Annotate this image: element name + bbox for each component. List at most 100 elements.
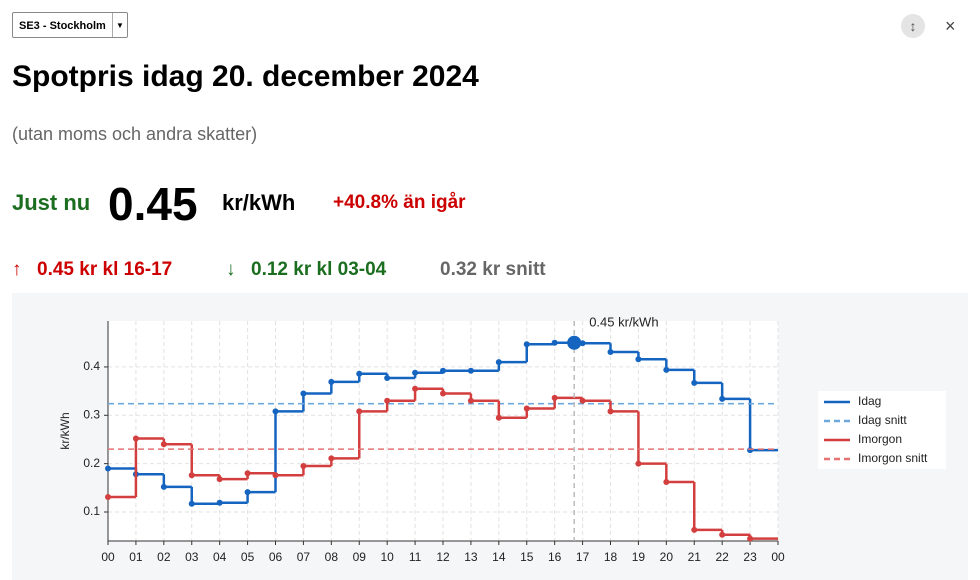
point bbox=[412, 385, 419, 392]
point bbox=[523, 405, 530, 412]
resize-button[interactable]: ↕ bbox=[901, 14, 925, 38]
point bbox=[719, 395, 726, 402]
point bbox=[216, 499, 223, 506]
x-tick-label: 03 bbox=[185, 550, 199, 564]
x-tick-label: 00 bbox=[101, 550, 115, 564]
point bbox=[523, 341, 530, 348]
point bbox=[384, 397, 391, 404]
region-select[interactable]: SE3 - Stockholm ▼ bbox=[12, 12, 128, 38]
point bbox=[384, 375, 391, 382]
point bbox=[747, 535, 754, 542]
x-tick-label: 16 bbox=[548, 550, 562, 564]
point bbox=[691, 526, 698, 533]
x-tick-label: 06 bbox=[269, 550, 283, 564]
point bbox=[300, 390, 307, 397]
subtitle: (utan moms och andra skatter) bbox=[12, 124, 258, 144]
point bbox=[412, 369, 419, 376]
point bbox=[300, 463, 307, 470]
point bbox=[244, 489, 251, 496]
title: Spotpris idag 20. december 2024 bbox=[12, 60, 479, 93]
x-tick-label: 08 bbox=[325, 550, 339, 564]
now-label: Just nu bbox=[12, 190, 91, 215]
point bbox=[356, 370, 363, 377]
x-tick-label: 18 bbox=[604, 550, 618, 564]
x-tick-label: 01 bbox=[129, 550, 143, 564]
point bbox=[160, 483, 167, 490]
now-change: +40.8% än igår bbox=[333, 192, 466, 213]
x-tick-label: 04 bbox=[213, 550, 227, 564]
point bbox=[663, 366, 670, 373]
select-arrow: ▼ bbox=[112, 13, 127, 37]
point bbox=[579, 397, 586, 404]
min-text: 0.12 kr kl 03-04 bbox=[251, 259, 387, 280]
point bbox=[188, 500, 195, 507]
y-tick-label: 0.2 bbox=[83, 456, 100, 470]
min-arrow: ↓ bbox=[226, 259, 236, 280]
point bbox=[663, 479, 670, 486]
x-tick-label: 13 bbox=[464, 550, 478, 564]
point bbox=[272, 408, 279, 415]
close-button[interactable]: × bbox=[945, 16, 956, 36]
max-arrow: ↑ bbox=[12, 259, 22, 280]
point bbox=[495, 414, 502, 421]
point bbox=[105, 494, 111, 500]
x-tick-label: 17 bbox=[576, 550, 590, 564]
point bbox=[160, 441, 167, 448]
point bbox=[467, 367, 474, 374]
x-tick-label: 11 bbox=[409, 550, 422, 564]
y-tick-label: 0.1 bbox=[83, 504, 100, 518]
point bbox=[691, 379, 698, 386]
now-marker bbox=[567, 335, 582, 350]
x-tick-label: 07 bbox=[297, 550, 311, 564]
x-tick-label: 20 bbox=[660, 550, 674, 564]
legend-label: Idag bbox=[858, 394, 881, 408]
point bbox=[132, 435, 139, 442]
y-tick-label: 0.4 bbox=[83, 359, 100, 373]
point bbox=[607, 348, 614, 355]
plot-area bbox=[108, 321, 778, 541]
x-tick-label: 10 bbox=[380, 550, 394, 564]
select-text: SE3 - Stockholm bbox=[19, 20, 106, 32]
point bbox=[188, 472, 195, 479]
legend-box bbox=[818, 391, 946, 469]
point bbox=[551, 339, 558, 346]
x-tick-label: 12 bbox=[436, 550, 450, 564]
y-axis-label: kr/kWh bbox=[58, 412, 72, 449]
point bbox=[216, 476, 223, 483]
point bbox=[719, 531, 726, 538]
point bbox=[551, 394, 558, 401]
x-tick-label: 15 bbox=[520, 550, 534, 564]
x-tick-label: 19 bbox=[632, 550, 646, 564]
point bbox=[607, 408, 614, 415]
legend-label: Imorgon snitt bbox=[858, 451, 928, 465]
point bbox=[244, 470, 251, 477]
point bbox=[356, 408, 363, 415]
x-tick-label: 02 bbox=[157, 550, 171, 564]
point bbox=[635, 460, 642, 467]
max-text: 0.45 kr kl 16-17 bbox=[37, 259, 173, 280]
x-tick-label: 14 bbox=[492, 550, 506, 564]
point bbox=[467, 397, 474, 404]
point bbox=[272, 472, 279, 479]
point bbox=[440, 367, 446, 374]
y-tick-label: 0.3 bbox=[83, 407, 100, 421]
x-tick-label: 09 bbox=[353, 550, 367, 564]
x-tick-label: 23 bbox=[743, 550, 757, 564]
x-tick-label: 22 bbox=[715, 550, 729, 564]
now-value: 0.45 bbox=[108, 178, 198, 230]
chart: kr/kWh 00 01 02 03 04 05 06 07 08 09 10 11 12 13 14 15 1… bbox=[12, 293, 968, 580]
point bbox=[747, 447, 754, 454]
x-tick-label: 00 bbox=[771, 550, 785, 564]
point bbox=[440, 390, 446, 397]
point bbox=[328, 455, 335, 462]
now-unit: kr/kWh bbox=[222, 190, 296, 215]
avg-text: 0.32 kr snitt bbox=[440, 259, 546, 280]
legend-label: Idag snitt bbox=[858, 413, 907, 427]
point bbox=[328, 378, 335, 385]
now-label: 0.45 kr/kWh bbox=[589, 314, 658, 329]
legend-label: Imorgon bbox=[858, 432, 902, 446]
point bbox=[635, 356, 642, 363]
x-tick-label: 05 bbox=[241, 550, 255, 564]
point bbox=[495, 359, 502, 366]
